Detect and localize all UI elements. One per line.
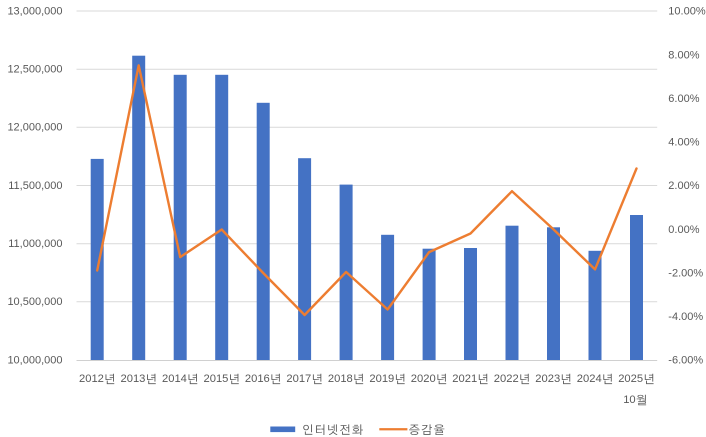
svg-text:8.00%: 8.00% [668,49,699,61]
svg-text:11,000,000: 11,000,000 [8,238,62,250]
svg-text:11,500,000: 11,500,000 [8,180,62,192]
svg-text:2014: 2014 [162,373,187,385]
svg-text:2018: 2018 [328,373,353,385]
svg-text:2019: 2019 [369,373,394,385]
svg-text:4.00%: 4.00% [668,137,699,149]
svg-text:2022: 2022 [494,373,519,385]
svg-text:-6.00%: -6.00% [668,355,703,367]
svg-text:-2.00%: -2.00% [668,267,703,279]
svg-text:12,500,000: 12,500,000 [7,64,62,76]
svg-text:2025: 2025 [618,373,643,385]
svg-text:2024: 2024 [577,373,602,385]
svg-text:2017: 2017 [286,373,311,385]
svg-text:10,000,000: 10,000,000 [7,354,62,366]
svg-text:10: 10 [623,394,635,406]
svg-text:2012: 2012 [79,373,104,385]
svg-text:2013: 2013 [121,373,146,385]
svg-text:2.00%: 2.00% [668,180,699,192]
svg-text:2020: 2020 [411,373,436,385]
svg-text:10,500,000: 10,500,000 [7,296,62,308]
svg-text:10.00%: 10.00% [668,6,706,18]
svg-text:12,000,000: 12,000,000 [7,122,62,134]
svg-text:6.00%: 6.00% [668,93,699,105]
svg-text:13,000,000: 13,000,000 [7,5,62,17]
svg-text:2015: 2015 [204,373,229,385]
svg-text:2021: 2021 [452,373,477,385]
svg-text:0.00%: 0.00% [668,224,699,236]
svg-text:-4.00%: -4.00% [668,311,703,323]
svg-text:2023: 2023 [535,373,560,385]
svg-text:2016: 2016 [245,373,270,385]
